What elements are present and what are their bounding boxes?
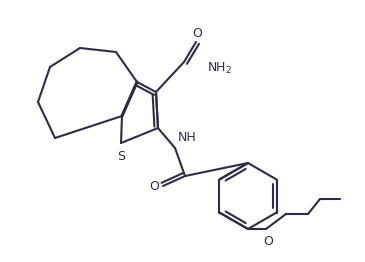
Text: O: O: [263, 235, 273, 248]
Text: O: O: [149, 181, 159, 194]
Text: NH$_2$: NH$_2$: [207, 61, 232, 75]
Text: S: S: [117, 150, 125, 163]
Text: NH: NH: [178, 131, 197, 144]
Text: O: O: [192, 27, 202, 40]
